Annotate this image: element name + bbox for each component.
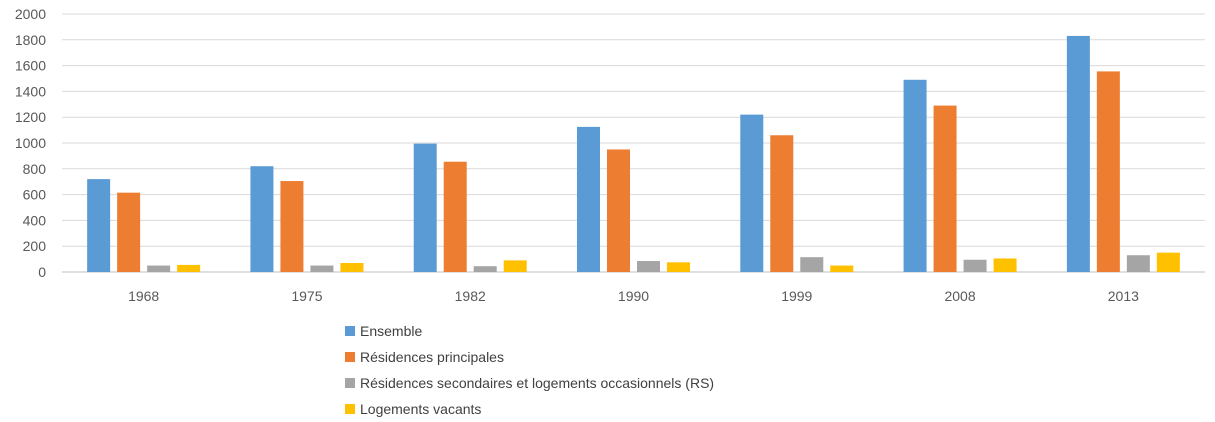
bar-r-sidences-secondaires-et-logements-occasionnels-rs-1990	[637, 261, 660, 272]
bar-ensemble-1982	[413, 143, 437, 272]
bar-logements-vacants-1990	[667, 262, 690, 272]
bar-ensemble-2013	[1066, 35, 1090, 273]
legend-swatch	[345, 352, 355, 362]
bar-r-sidences-secondaires-et-logements-occasionnels-rs-1975	[310, 265, 334, 272]
y-tick-label: 800	[23, 161, 47, 177]
y-tick-label: 0	[38, 264, 46, 280]
legend-item: Résidences principales	[345, 344, 714, 370]
legend-label: Résidences secondaires et logements occa…	[360, 375, 715, 391]
bar-ensemble-1990	[577, 126, 600, 272]
bar-r-sidences-principales-1968	[117, 192, 141, 272]
bar-ensemble-2008	[903, 79, 927, 272]
y-tick-label: 200	[23, 238, 47, 254]
bar-r-sidences-principales-1982	[443, 161, 467, 272]
bar-r-sidences-principales-1990	[607, 149, 630, 272]
bar-r-sidences-secondaires-et-logements-occasionnels-rs-1968	[147, 265, 171, 272]
bar-r-sidences-principales-2008	[933, 105, 957, 272]
bar-logements-vacants-1982	[503, 260, 527, 272]
legend-label: Ensemble	[360, 323, 423, 339]
x-tick-label: 1990	[618, 288, 649, 304]
x-tick-label: 1999	[781, 288, 812, 304]
y-tick-label: 2000	[15, 6, 46, 22]
legend-label: Résidences principales	[360, 349, 504, 365]
y-tick-label: 1400	[15, 83, 46, 99]
bar-r-sidences-principales-1999	[770, 135, 794, 272]
bar-r-sidences-principales-2013	[1096, 71, 1120, 272]
legend-swatch	[345, 378, 355, 388]
bar-logements-vacants-2008	[993, 258, 1017, 272]
bar-r-sidences-principales-1975	[280, 181, 304, 272]
y-tick-label: 1200	[15, 109, 46, 125]
y-tick-label: 1000	[15, 135, 46, 151]
x-tick-label: 1975	[291, 288, 322, 304]
bar-r-sidences-secondaires-et-logements-occasionnels-rs-1982	[473, 266, 497, 272]
x-axis-tick-labels: 1968 1975 1982 1990 1999 2008 2013	[128, 288, 1139, 304]
bar-logements-vacants-2013	[1156, 252, 1180, 272]
legend-item: Logements vacants	[345, 396, 714, 422]
x-tick-label: 1982	[455, 288, 486, 304]
y-tick-label: 1600	[15, 58, 46, 74]
bar-r-sidences-secondaires-et-logements-occasionnels-rs-2013	[1126, 255, 1150, 272]
legend-item: Ensemble	[345, 318, 714, 344]
bar-ensemble-1999	[740, 114, 764, 273]
bar-logements-vacants-1999	[830, 265, 854, 272]
x-tick-label: 2008	[944, 288, 975, 304]
gridlines	[62, 13, 1205, 273]
bar-logements-vacants-1975	[340, 262, 364, 272]
bar-r-sidences-secondaires-et-logements-occasionnels-rs-2008	[963, 259, 987, 272]
bar-ensemble-1968	[87, 179, 111, 272]
legend-swatch	[345, 326, 355, 336]
bar-ensemble-1975	[250, 166, 274, 272]
legend-swatch	[345, 404, 355, 414]
legend-label: Logements vacants	[360, 401, 482, 417]
y-tick-label: 1800	[15, 32, 46, 48]
y-tick-label: 600	[23, 187, 47, 203]
bar-logements-vacants-1968	[177, 264, 201, 272]
bars	[87, 35, 1180, 273]
bar-r-sidences-secondaires-et-logements-occasionnels-rs-1999	[800, 257, 824, 272]
x-tick-label: 1968	[128, 288, 159, 304]
y-axis-tick-labels: 0 200 400 600 800 1000 1200 1400 1600 1800 2000	[15, 6, 46, 280]
x-tick-label: 2013	[1108, 288, 1139, 304]
legend-item: Résidences secondaires et logements occa…	[345, 370, 714, 396]
y-tick-label: 400	[23, 212, 47, 228]
legend: Ensemble Résidences principales Résidences…	[345, 318, 714, 422]
